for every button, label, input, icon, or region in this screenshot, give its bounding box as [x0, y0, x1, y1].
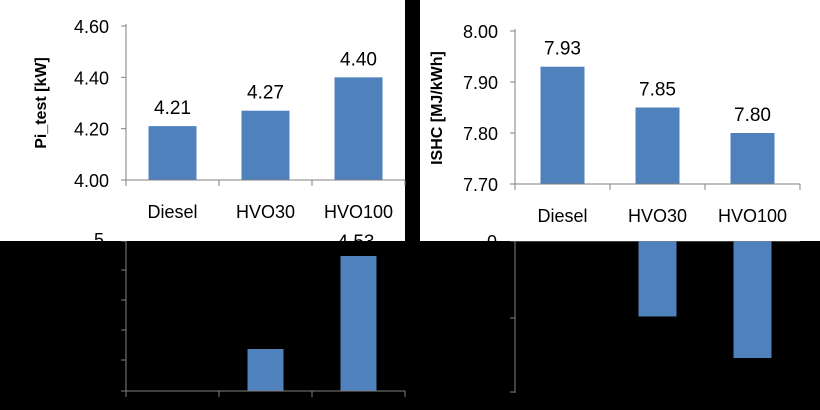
x-tick-label: Diesel — [537, 206, 587, 226]
bar-hvo30 — [247, 349, 284, 391]
data-label: 4.53 — [338, 232, 375, 253]
chart-4 — [510, 239, 800, 393]
bar-hvo30 — [635, 107, 680, 184]
bar-diesel — [148, 126, 197, 180]
y-axis-title: ISHC [MJ/kWh] — [429, 51, 446, 165]
y-tick-label: 4.00 — [74, 171, 109, 191]
bar-hvo100 — [730, 133, 775, 184]
panel-edge — [0, 236, 405, 241]
bar-hvo30 — [638, 241, 677, 317]
data-label: 4.40 — [340, 49, 377, 70]
bar-hvo100 — [334, 77, 383, 180]
chart-3 — [121, 239, 406, 397]
x-tick-label: HVO100 — [324, 202, 393, 222]
data-label: 7.93 — [544, 39, 581, 60]
x-tick-label: HVO30 — [628, 206, 687, 226]
chart-2: 7.70 7.80 7.90 8.00 Diesel HVO30 HVO100 7.93 7.8… — [420, 0, 820, 240]
bar-diesel — [540, 66, 585, 184]
panel-edge — [420, 236, 820, 241]
data-label: 4.21 — [154, 98, 191, 119]
x-tick-label: HVO100 — [718, 206, 787, 226]
y-tick-label: 4.20 — [74, 120, 109, 140]
chart-panel — [420, 0, 820, 240]
y-tick-label: 7.80 — [463, 124, 498, 144]
x-tick-label: Diesel — [147, 202, 197, 222]
bar-hvo30 — [241, 110, 290, 180]
chart-1: 4.00 4.20 4.40 4.60 Diesel HVO30 HVO100 4.21 4.2… — [0, 0, 406, 240]
y-tick-label: 7.90 — [463, 73, 498, 93]
x-tick-label: HVO30 — [236, 202, 295, 222]
bar-hvo100 — [340, 256, 377, 391]
y-tick-label: 8.00 — [463, 22, 498, 42]
y-axis-title: Pi_test [kW] — [33, 57, 50, 149]
bar-hvo100 — [733, 241, 772, 359]
y-tick-label: 4.60 — [74, 17, 109, 37]
partial-labels: 5 4.53 0 — [0, 230, 820, 253]
data-label: 7.80 — [734, 105, 771, 126]
data-label: 7.85 — [639, 80, 676, 101]
y-tick-label: 0 — [487, 232, 497, 252]
data-label: 4.27 — [247, 83, 284, 104]
y-tick-label: 4.40 — [74, 68, 109, 88]
y-tick-label: 7.70 — [463, 175, 498, 195]
y-tick-label: 5 — [94, 230, 104, 250]
